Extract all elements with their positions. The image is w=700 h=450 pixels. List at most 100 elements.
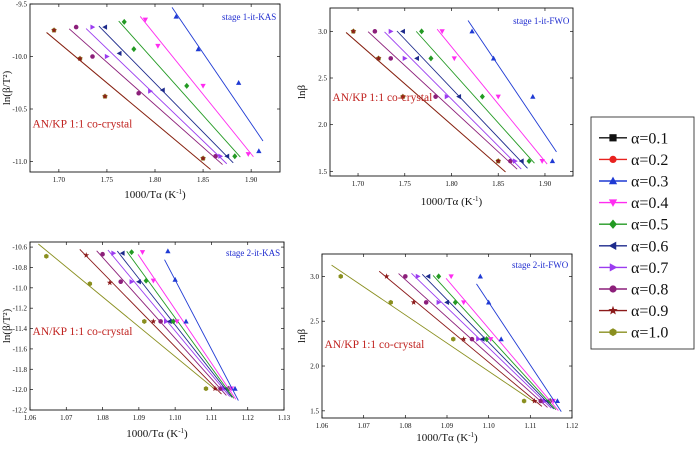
data-point-α=0.4 [488,337,494,342]
y-tick-label: -10.5 [12,106,27,114]
data-point-α=0.6 [425,273,431,280]
data-point-α=0.9 [375,55,382,61]
legend-label: α=0.8 [631,282,668,299]
x-tick-label: 1.11 [524,422,536,430]
data-point-α=0.8 [433,94,438,99]
data-point-α=0.9 [350,28,357,34]
fit-line-α=0.4 [137,254,237,400]
legend-item: α=0.1 [599,130,668,147]
data-point-α=0.3 [530,93,536,99]
stage-label: stage 2-it-FWO [512,260,569,270]
x-tick-label: 1.90 [245,176,258,184]
data-point-α=0.3 [554,398,561,404]
sample-label: AN/KP 1:1 co-crystal [33,326,133,338]
data-point-α=0.4 [448,274,454,280]
panel-fwo1: 1.70 1.75 1.80 1.85 1.90 1.5 2.0 2.5 3.0 1000/Tα … [296,7,574,208]
data-point-α=0.6 [159,87,165,93]
data-point-α=0.6 [136,279,141,285]
data-point-α=0.5 [419,28,425,35]
legend-item: α=0.7 [599,260,668,277]
fit-line-α=0.7 [411,273,552,409]
x-axis-title: 1000/Tα (K-1) [126,427,188,440]
sample-label: AN/KP 1:1 co-crystal [33,118,133,130]
y-axis-title: lnβ [296,329,308,344]
x-tick-label: 1.10 [169,414,182,422]
x-tick-label: 1.11 [205,414,217,422]
data-point-α=1.0 [388,299,393,305]
data-point-α=0.8 [100,251,105,257]
fit-line-α=0.6 [421,274,555,410]
legend-item: α=0.6 [599,238,668,255]
x-axis-title-exponent: -1 [176,188,182,196]
x-tick-label: 1.85 [492,180,505,188]
data-point-α=0.5 [479,93,485,100]
fit-line-α=0.4 [445,278,559,411]
plot-area [331,264,562,412]
sample-label: AN/KP 1:1 co-crystal [332,92,432,104]
data-point-α=0.4 [200,83,206,89]
legend-marker [608,241,617,250]
data-point-α=0.5 [452,299,458,306]
y-tick-label: -12.2 [12,407,27,415]
data-point-α=0.9 [51,27,57,33]
data-point-α=0.8 [73,24,79,30]
data-point-α=0.7 [104,53,110,60]
data-point-α=0.9 [83,252,90,258]
y-tick-label: -11.0 [13,158,28,166]
data-point-α=0.7 [90,24,96,30]
data-point-α=0.9 [383,273,390,279]
data-point-α=0.9 [77,55,83,62]
legend-item: α=1.0 [599,325,668,342]
y-tick-label: 2.0 [318,121,327,129]
fit-line-α=0.8 [367,31,518,170]
fit-line-α=0.5 [126,251,235,399]
data-point-α=0.7 [415,273,421,280]
x-tick-label: 1.09 [441,422,454,430]
legend-item: α=0.9 [599,303,668,320]
data-point-α=0.3 [165,248,171,254]
data-point-α=0.3 [236,79,242,85]
x-axis-title-main: 1000/Tα (K [416,432,468,444]
x-axis-title-close: ) [474,432,478,444]
x-tick-label: 1.09 [133,414,146,422]
legend-marker [609,328,617,337]
data-point-α=0.8 [213,153,218,159]
data-point-α=0.4 [139,250,146,255]
x-tick-label: 1.12 [566,422,579,430]
data-point-α=0.9 [410,299,417,305]
y-axis-title: ln(β/T²) [1,70,13,105]
data-point-α=0.6 [400,28,405,34]
data-point-α=0.5 [232,153,238,160]
data-point-α=1.0 [338,273,343,279]
data-point-α=0.6 [224,153,230,159]
y-axis-title: ln(β/T²) [1,308,13,343]
fit-line-α=0.3 [467,20,557,153]
x-axis-title-main: 1000/Tα (K [421,196,473,208]
data-point-α=0.4 [155,43,161,49]
y-tick-label: -10.8 [12,264,27,272]
data-point-α=0.3 [477,273,483,279]
data-point-α=0.5 [436,273,442,280]
fit-line-α=0.6 [98,25,234,164]
data-point-α=0.8 [508,158,513,164]
legend-label: α=0.2 [631,152,668,169]
data-point-α=0.4 [439,29,445,35]
legend-label: α=1.0 [631,325,668,342]
fit-line-α=1.0 [331,264,534,402]
data-point-α=0.5 [484,336,490,343]
data-point-α=0.6 [414,55,419,62]
fit-line-α=0.5 [432,275,557,410]
data-point-α=0.4 [550,398,556,404]
fit-line-α=0.9 [345,32,506,173]
x-axis-title-exponent: -1 [178,427,184,435]
data-point-α=0.6 [166,318,172,325]
x-axis-title-exponent: -1 [468,431,474,439]
data-point-α=0.5 [131,46,137,53]
y-tick-label: 1.5 [318,168,327,176]
y-tick-label: -9.5 [16,1,28,9]
fit-line-α=0.7 [384,31,522,170]
data-point-α=0.3 [549,158,556,164]
data-point-α=0.5 [184,82,190,89]
x-tick-label: 1.08 [96,414,109,422]
y-tick-label: 3.0 [318,28,327,36]
